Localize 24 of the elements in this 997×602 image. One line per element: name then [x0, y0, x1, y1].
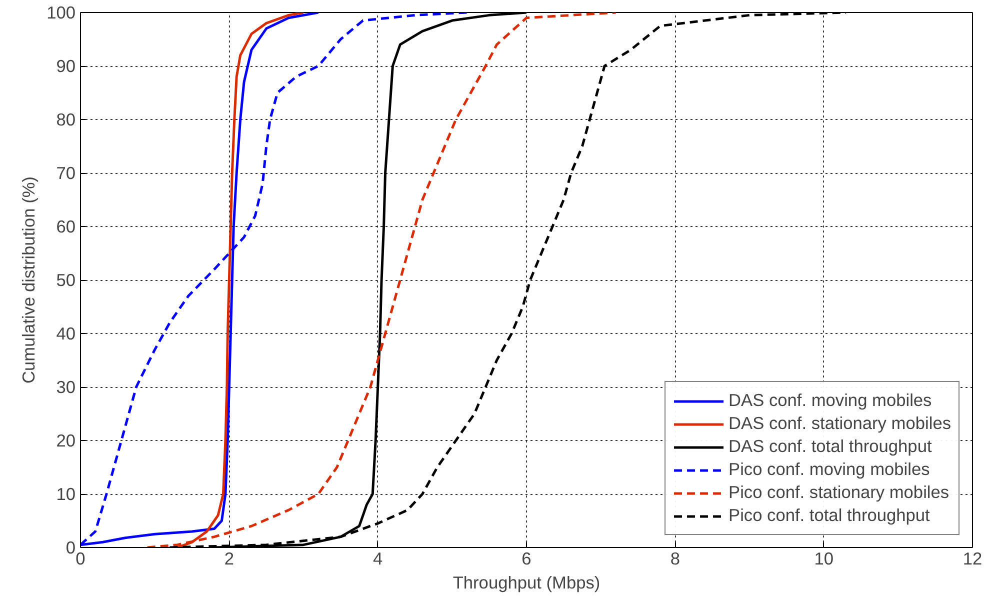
y-tick-label: 50	[56, 270, 76, 290]
legend-label: Pico conf. total throughput	[728, 505, 930, 526]
x-tick-label: 8	[670, 548, 680, 568]
x-axis-title: Throughput (Mbps)	[452, 572, 600, 592]
x-tick-label: 6	[522, 548, 532, 568]
y-axis-title: Cumulative distribution (%)	[18, 176, 39, 384]
legend-label: DAS conf. stationary mobiles	[728, 413, 951, 434]
y-tick-label: 30	[56, 377, 76, 397]
y-tick-label: 90	[56, 56, 76, 76]
y-tick-label: 100	[46, 2, 76, 22]
y-tick-label: 70	[56, 163, 76, 183]
legend-label: Pico conf. stationary mobiles	[728, 482, 950, 503]
x-tick-label: 10	[814, 548, 834, 568]
x-tick-label: 12	[962, 548, 982, 568]
y-tick-label: 20	[56, 430, 76, 450]
legend-label: Pico conf. moving mobiles	[728, 459, 930, 480]
y-tick-label: 40	[56, 324, 76, 344]
x-tick-label: 4	[373, 548, 384, 568]
y-tick-label: 10	[56, 484, 76, 504]
legend-label: DAS conf. total throughput	[728, 436, 932, 457]
x-tick-label: 2	[224, 548, 234, 568]
y-tick-label: 60	[56, 216, 76, 236]
y-tick-label: 80	[56, 110, 76, 130]
legend-label: DAS conf. moving mobiles	[728, 390, 932, 411]
